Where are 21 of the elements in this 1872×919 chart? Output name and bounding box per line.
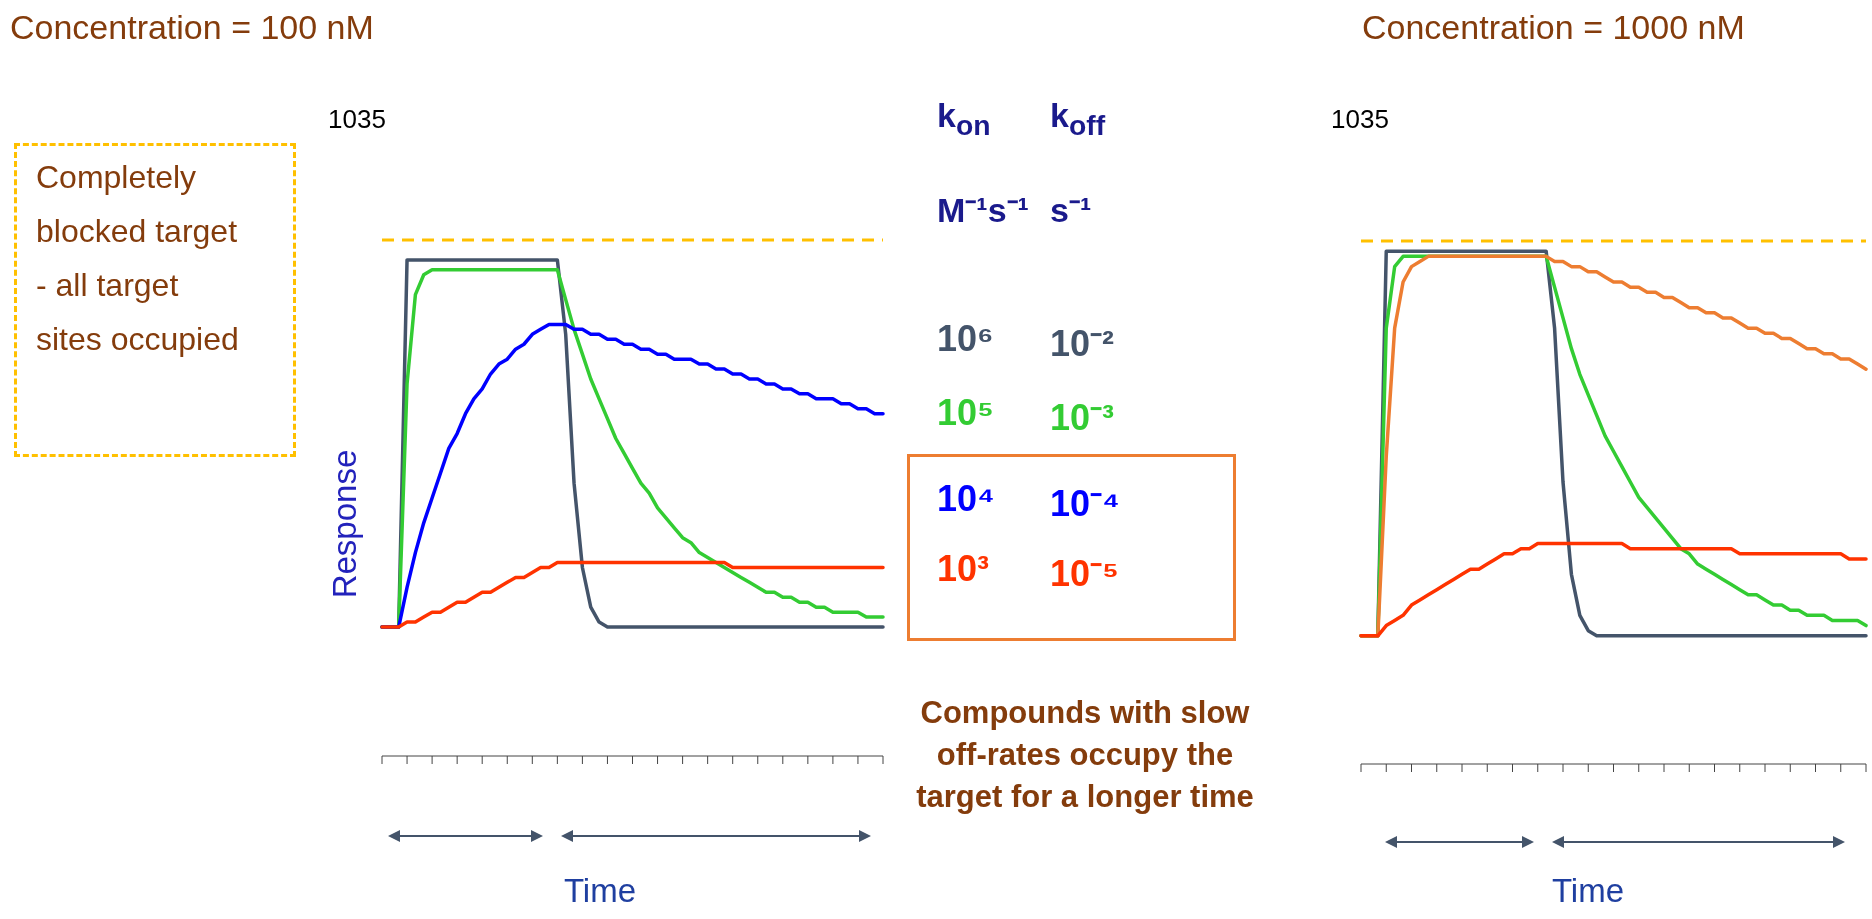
text: 10⁻² [1050, 322, 1115, 366]
chart-title: Concentration = 100 nM [10, 8, 374, 47]
text: 10⁶ [937, 318, 994, 360]
text: 10⁴ [937, 478, 995, 520]
text: 1035 [1331, 104, 1389, 135]
text: 10⁻⁵ [1050, 552, 1119, 596]
text: s⁻¹ [1050, 190, 1092, 231]
text: 10³ [937, 548, 990, 590]
text: 10⁻³ [1050, 396, 1115, 440]
text: 10⁵ [937, 392, 994, 434]
x-axis-title: Time [562, 872, 638, 910]
text: M⁻¹s⁻¹ [937, 190, 1029, 231]
text: 10⁻⁴ [1050, 482, 1120, 526]
y-axis-title: Response [326, 448, 364, 601]
text: Completely blocked target - all target sites occupied [36, 158, 240, 359]
chart-title: Concentration = 1000 nM [1362, 8, 1745, 47]
text: k$_{off}$ [1050, 96, 1106, 142]
text: k$_{on}$ [937, 96, 991, 142]
text: Compounds with slow off-rates occupy the target for a longer time [915, 694, 1255, 816]
text: 1035 [328, 104, 386, 135]
x-axis-title: Time [1550, 872, 1626, 910]
